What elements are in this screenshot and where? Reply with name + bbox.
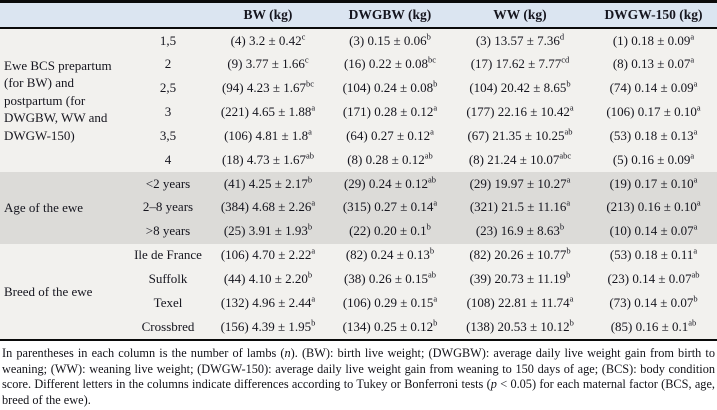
dwgbw-cell: (22) 0.20 ± 0.1b — [330, 219, 450, 244]
bw-cell: (221) 4.65 ± 1.88a — [206, 100, 330, 125]
ww-cell: (3) 13.57 ± 7.36d — [450, 28, 590, 53]
dwgw150-cell: (8) 0.13 ± 0.07a — [590, 52, 717, 77]
maternal-factors-table: BW (kg) DWGBW (kg) WW (kg) DWGW-150 (kg)… — [0, 0, 717, 341]
ww-cell: (29) 19.97 ± 10.27a — [450, 172, 590, 196]
bw-cell: (106) 4.70 ± 2.22a — [206, 243, 330, 268]
table-row: 3,5 (106) 4.81 ± 1.8a (64) 0.27 ± 0.12a … — [0, 124, 717, 149]
ww-cell: (39) 20.73 ± 11.19b — [450, 267, 590, 292]
header-ww: WW (kg) — [450, 1, 590, 29]
table-row: Suffolk (44) 4.10 ± 2.20b (38) 0.26 ± 0.… — [0, 267, 717, 292]
dwgbw-cell: (82) 0.24 ± 0.13b — [330, 243, 450, 268]
bw-cell: (156) 4.39 ± 1.95b — [206, 315, 330, 340]
ww-cell: (321) 21.5 ± 11.16a — [450, 195, 590, 220]
bw-cell: (94) 4.23 ± 1.67bc — [206, 76, 330, 101]
ww-cell: (23) 16.9 ± 8.63b — [450, 219, 590, 244]
dwgw150-cell: (85) 0.16 ± 0.1ab — [590, 315, 717, 340]
row-category: Texel — [130, 291, 206, 316]
dwgw150-cell: (106) 0.17 ± 0.10a — [590, 100, 717, 125]
bw-cell: (44) 4.10 ± 2.20b — [206, 267, 330, 292]
table-footnote: In parentheses in each column is the num… — [0, 341, 717, 409]
ww-cell: (8) 21.24 ± 10.07abc — [450, 148, 590, 173]
bw-cell: (9) 3.77 ± 1.66c — [206, 52, 330, 77]
dwgbw-cell: (64) 0.27 ± 0.12a — [330, 124, 450, 149]
dwgbw-cell: (171) 0.28 ± 0.12a — [330, 100, 450, 125]
dwgbw-cell: (29) 0.24 ± 0.12ab — [330, 172, 450, 196]
dwgw150-cell: (213) 0.16 ± 0.10a — [590, 195, 717, 220]
row-category: 3 — [130, 100, 206, 125]
bw-cell: (18) 4.73 ± 1.67ab — [206, 148, 330, 173]
row-category: 3,5 — [130, 124, 206, 149]
table-row: 2 (9) 3.77 ± 1.66c (16) 0.22 ± 0.08bc (1… — [0, 52, 717, 77]
dwgw150-cell: (53) 0.18 ± 0.13a — [590, 124, 717, 149]
row-category: Crossbred — [130, 315, 206, 340]
dwgbw-cell: (3) 0.15 ± 0.06b — [330, 28, 450, 53]
footnote-italic-p: p — [490, 377, 497, 392]
ww-cell: (177) 22.16 ± 10.42a — [450, 100, 590, 125]
table-row: 4 (18) 4.73 ± 1.67ab (8) 0.28 ± 0.12ab (… — [0, 148, 717, 173]
dwgw150-cell: (1) 0.18 ± 0.09a — [590, 28, 717, 53]
header-bw: BW (kg) — [206, 1, 330, 29]
dwgw150-cell: (74) 0.14 ± 0.09a — [590, 76, 717, 101]
footnote-text: In parentheses in each column is the num… — [2, 345, 285, 360]
header-dwgw150: DWGW-150 (kg) — [590, 1, 717, 29]
footnote-text: < 0.05) for each maternal factor (BCS, a… — [2, 377, 715, 408]
row-category: 2,5 — [130, 76, 206, 101]
dwgbw-cell: (16) 0.22 ± 0.08bc — [330, 52, 450, 77]
bw-cell: (106) 4.81 ± 1.8a — [206, 124, 330, 149]
dwgbw-cell: (106) 0.29 ± 0.15a — [330, 291, 450, 316]
bw-cell: (4) 3.2 ± 0.42c — [206, 28, 330, 53]
row-category: >8 years — [130, 219, 206, 244]
dwgw150-cell: (19) 0.17 ± 0.10a — [590, 172, 717, 196]
ww-cell: (104) 20.42 ± 8.65b — [450, 76, 590, 101]
group-label-bcs: Ewe BCS prepartum (for BW) and postpartu… — [0, 28, 130, 173]
row-category: 4 — [130, 148, 206, 173]
bw-cell: (25) 3.91 ± 1.93b — [206, 219, 330, 244]
bw-cell: (384) 4.68 ± 2.26a — [206, 195, 330, 220]
dwgw150-cell: (73) 0.14 ± 0.07b — [590, 291, 717, 316]
table-row: 3 (221) 4.65 ± 1.88a (171) 0.28 ± 0.12a … — [0, 100, 717, 125]
table-row: >8 years (25) 3.91 ± 1.93b (22) 0.20 ± 0… — [0, 219, 717, 244]
ww-cell: (82) 20.26 ± 10.77b — [450, 243, 590, 268]
ww-cell: (138) 20.53 ± 10.12b — [450, 315, 590, 340]
dwgw150-cell: (53) 0.18 ± 0.11a — [590, 243, 717, 268]
dwgw150-cell: (10) 0.14 ± 0.07a — [590, 219, 717, 244]
dwgbw-cell: (8) 0.28 ± 0.12ab — [330, 148, 450, 173]
table-row: Breed of the ewe Ile de France (106) 4.7… — [0, 243, 717, 340]
bw-cell: (132) 4.96 ± 2.44a — [206, 291, 330, 316]
row-category: 2 — [130, 52, 206, 77]
dwgw150-cell: (5) 0.16 ± 0.09a — [590, 148, 717, 173]
row-category: 2–8 years — [130, 195, 206, 220]
row-category: Ile de France — [130, 243, 206, 268]
group-label-age: Age of the ewe — [0, 172, 130, 244]
table-row: Age of the ewe <2 years (41) 4.25 ± 2.17… — [0, 172, 717, 244]
table-row: Crossbred (156) 4.39 ± 1.95b (134) 0.25 … — [0, 315, 717, 340]
footnote-italic-n: n — [284, 345, 291, 360]
table-row: 2,5 (94) 4.23 ± 1.67bc (104) 0.24 ± 0.08… — [0, 76, 717, 101]
row-category: <2 years — [130, 172, 206, 196]
header-empty-group — [0, 1, 130, 29]
header-empty-category — [130, 1, 206, 29]
row-category: 1,5 — [130, 28, 206, 53]
dwgw150-cell: (23) 0.14 ± 0.07ab — [590, 267, 717, 292]
header-dwgbw: DWGBW (kg) — [330, 1, 450, 29]
ww-cell: (108) 22.81 ± 11.74a — [450, 291, 590, 316]
dwgbw-cell: (315) 0.27 ± 0.14a — [330, 195, 450, 220]
dwgbw-cell: (134) 0.25 ± 0.12b — [330, 315, 450, 340]
footnote-text: ). (BW): birth live weight; (DWGBW): ave… — [2, 345, 715, 392]
ww-cell: (17) 17.62 ± 7.77cd — [450, 52, 590, 77]
dwgbw-cell: (104) 0.24 ± 0.08b — [330, 76, 450, 101]
table-row: Ewe BCS prepartum (for BW) and postpartu… — [0, 28, 717, 173]
group-label-breed: Breed of the ewe — [0, 243, 130, 340]
bw-cell: (41) 4.25 ± 2.17b — [206, 172, 330, 196]
table-row: Texel (132) 4.96 ± 2.44a (106) 0.29 ± 0.… — [0, 291, 717, 316]
ww-cell: (67) 21.35 ± 10.25ab — [450, 124, 590, 149]
row-category: Suffolk — [130, 267, 206, 292]
dwgbw-cell: (38) 0.26 ± 0.15ab — [330, 267, 450, 292]
table-row: 2–8 years (384) 4.68 ± 2.26a (315) 0.27 … — [0, 195, 717, 220]
header-row: BW (kg) DWGBW (kg) WW (kg) DWGW-150 (kg) — [0, 1, 717, 29]
